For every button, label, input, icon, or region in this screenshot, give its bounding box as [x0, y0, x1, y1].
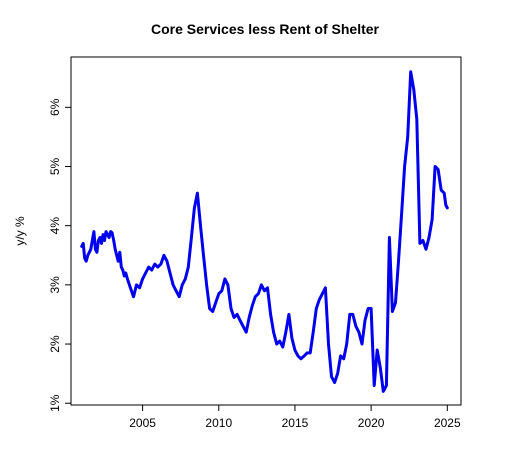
y-axis-title: y/y %	[13, 216, 27, 246]
y-tick-label: 4%	[48, 217, 62, 235]
series-group	[80, 70, 449, 393]
x-tick-label: 2025	[434, 416, 461, 430]
x-tick-label: 2010	[205, 416, 232, 430]
series-line	[80, 70, 449, 393]
y-tick-label: 6%	[48, 98, 62, 116]
y-tick-label: 5%	[48, 157, 62, 175]
y-tick-label: 3%	[48, 276, 62, 294]
x-tick-label: 2005	[129, 416, 156, 430]
y-tick-label: 1%	[48, 394, 62, 412]
y-tick-label: 2%	[48, 335, 62, 353]
chart-title: Core Services less Rent of Shelter	[151, 21, 380, 37]
x-tick-label: 2015	[282, 416, 309, 430]
x-tick-label: 2020	[358, 416, 385, 430]
y-axis: 1% 2% 3% 4% 5% 6%	[48, 98, 72, 412]
plot-frame	[70, 56, 462, 406]
x-axis: 2005 2010 2015 2020 2025	[129, 404, 461, 430]
